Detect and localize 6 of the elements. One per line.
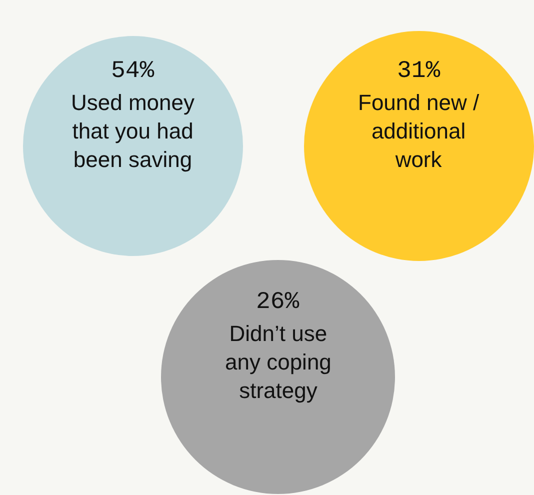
data-label: 54% [111, 58, 155, 85]
category-label: Didn’t use any coping strategy [225, 321, 332, 404]
data-label: 26% [256, 289, 300, 316]
category-label: Used money that you had been saving [71, 90, 195, 172]
category-label: Found new / additional work [358, 90, 480, 172]
data-label: 31% [397, 58, 441, 85]
